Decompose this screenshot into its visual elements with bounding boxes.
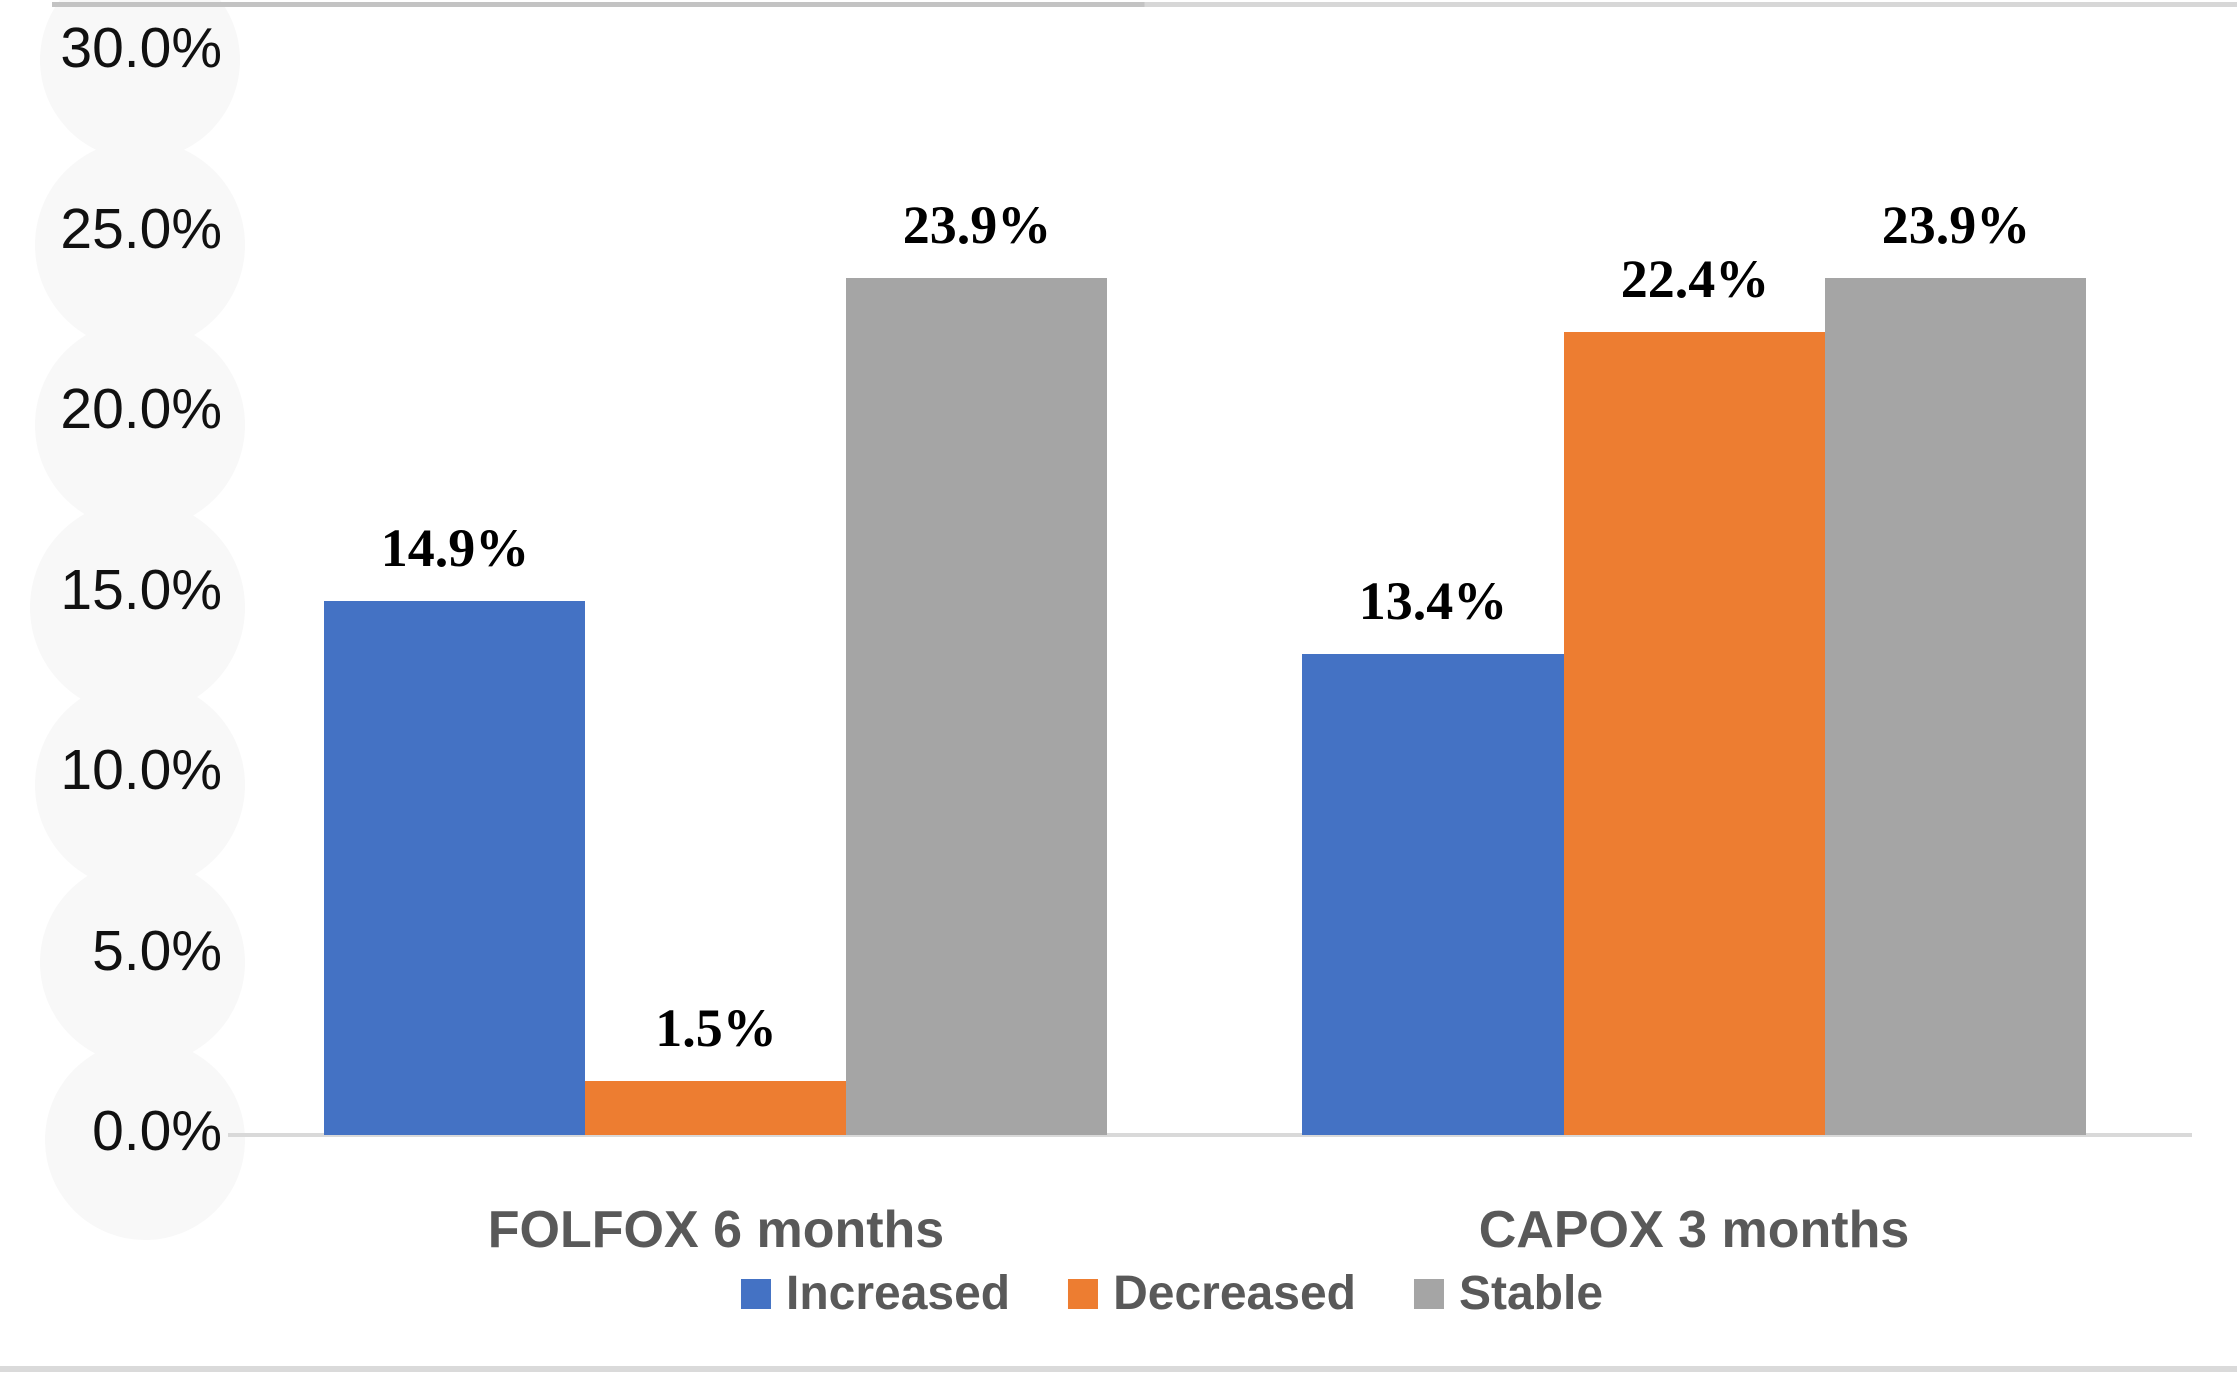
y-axis-tick-label: 20.0% bbox=[60, 377, 222, 441]
y-axis-tick-label: 0.0% bbox=[92, 1099, 222, 1163]
bar-folfox-increased bbox=[324, 600, 585, 1135]
chart-legend: Increased Decreased Stable bbox=[740, 1266, 1604, 1321]
y-axis-tick-label: 30.0% bbox=[60, 16, 222, 80]
top-border-line bbox=[52, 2, 2237, 7]
legend-item-increased: Increased bbox=[740, 1266, 1011, 1321]
y-axis-tick-label: 5.0% bbox=[92, 919, 222, 983]
data-label-folfox-increased: 14.9% bbox=[380, 517, 530, 578]
x-category-label-folfox: FOLFOX 6 months bbox=[487, 1201, 945, 1259]
watermark-blob bbox=[30, 500, 245, 715]
bar-folfox-decreased bbox=[585, 1081, 846, 1135]
watermark-blob bbox=[40, 0, 240, 160]
bottom-border-line bbox=[0, 1366, 2237, 1372]
bar-capox-stable bbox=[1825, 277, 2086, 1135]
bar-capox-increased bbox=[1302, 654, 1564, 1135]
y-axis-tick-label: 15.0% bbox=[60, 558, 222, 622]
x-axis-line bbox=[228, 1133, 2192, 1137]
x-category-label-capox: CAPOX 3 months bbox=[1478, 1201, 1910, 1259]
legend-swatch-increased-icon bbox=[740, 1278, 771, 1309]
watermark-blob bbox=[35, 320, 245, 530]
data-label-folfox-decreased: 1.5% bbox=[655, 998, 777, 1059]
legend-item-stable: Stable bbox=[1413, 1266, 1604, 1321]
data-label-folfox-stable: 23.9% bbox=[902, 194, 1052, 255]
watermark-blob bbox=[35, 680, 245, 890]
data-label-capox-increased: 13.4% bbox=[1358, 571, 1508, 632]
legend-label-decreased: Decreased bbox=[1113, 1267, 1356, 1320]
watermark-blob bbox=[45, 1040, 245, 1240]
watermark-blob bbox=[35, 140, 245, 350]
data-label-capox-decreased: 22.4% bbox=[1620, 248, 1770, 309]
legend-swatch-decreased-icon bbox=[1068, 1278, 1099, 1309]
legend-label-increased: Increased bbox=[785, 1267, 1011, 1320]
data-label-capox-stable: 23.9% bbox=[1881, 194, 2031, 255]
legend-swatch-stable-icon bbox=[1413, 1278, 1444, 1309]
bar-capox-decreased bbox=[1564, 331, 1825, 1135]
legend-item-decreased: Decreased bbox=[1068, 1266, 1356, 1321]
y-axis-tick-label: 25.0% bbox=[60, 197, 222, 261]
legend-label-stable: Stable bbox=[1458, 1267, 1604, 1320]
y-axis-tick-label: 10.0% bbox=[60, 738, 222, 802]
bar-folfox-stable bbox=[846, 277, 1107, 1135]
watermark-blob bbox=[40, 860, 245, 1065]
